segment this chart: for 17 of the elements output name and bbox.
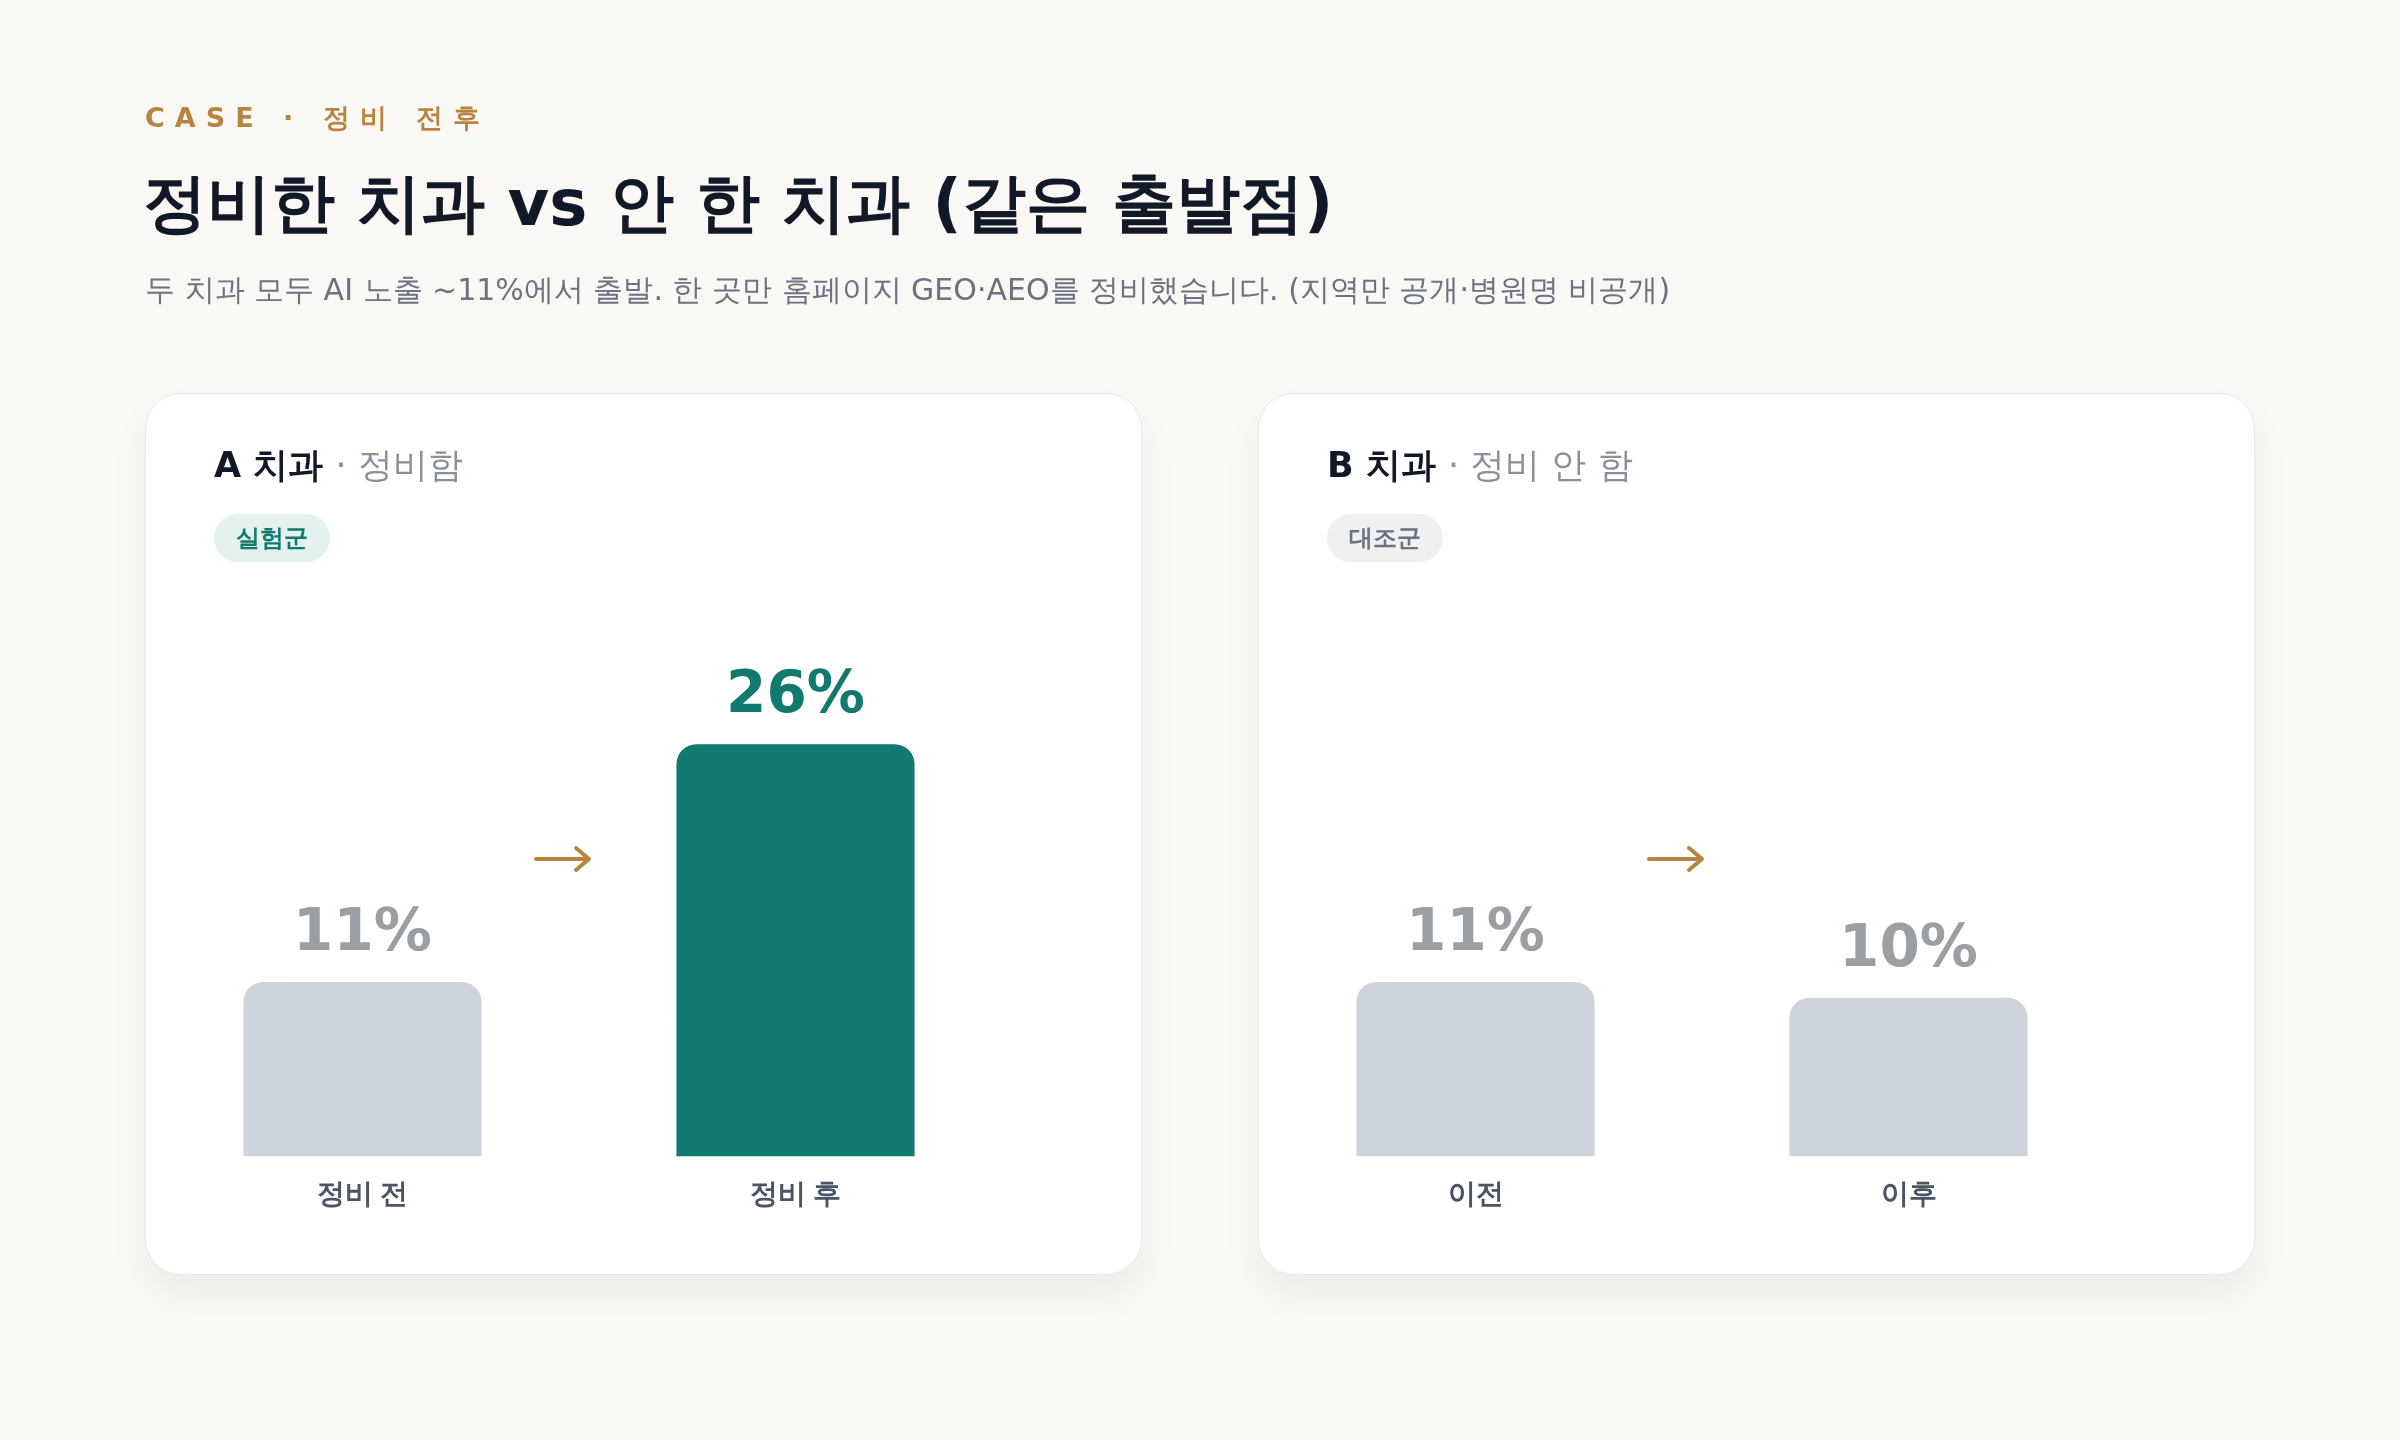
text: 두 치과 모두 AI 노출 ~11%에서 출발. 한 곳만 홈페이지 GEO·AEO를 정비했습니다. (지역만 공개·병원명 비공개) — [145, 271, 1671, 309]
data-label: 26% — [726, 658, 865, 727]
text: 실험군 — [214, 514, 330, 562]
x-tick-label: 정비 후 — [749, 1177, 842, 1209]
text: 대조군 — [1327, 514, 1443, 562]
chart-title: A 치과 — [214, 445, 324, 485]
x-tick-label: 이후 — [1880, 1177, 1937, 1209]
data-label: 11% — [293, 896, 432, 965]
text: CASE · 정비 전후 — [145, 101, 491, 135]
chart-title: B 치과 — [1327, 445, 1436, 485]
chart-subtitle: · 정비 안 함 — [1448, 445, 1633, 485]
x-tick-label: 정비 전 — [316, 1177, 409, 1209]
text: 정비한 치과 vs 안 한 치과 (같은 출발점) — [143, 165, 1334, 242]
x-tick-label: 이전 — [1447, 1177, 1504, 1209]
chart-subtitle: · 정비함 — [335, 445, 463, 485]
data-label: 11% — [1406, 896, 1545, 965]
data-label: 10% — [1839, 911, 1978, 980]
